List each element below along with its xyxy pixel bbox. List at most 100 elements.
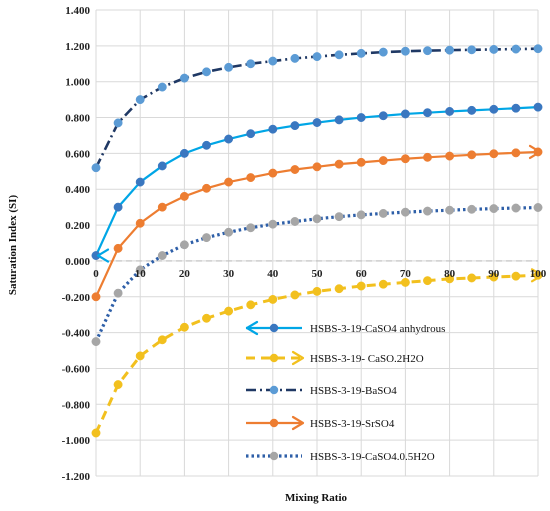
data-point [268,168,278,178]
arrow-icon [528,144,542,160]
data-point [202,313,211,323]
data-point [400,277,410,287]
data-point [511,148,521,158]
data-point [157,335,167,345]
data-point [378,208,388,218]
y-tick-label: -0.200 [62,292,91,304]
data-point [202,140,211,150]
legend-label: HSBS-3-19- CaSO.2H2O [310,353,424,365]
data-point [467,45,477,55]
data-point [135,218,145,228]
legend-label: HSBS-3-19-CaSO4.0.5H2O [310,451,435,463]
data-point [312,118,322,128]
x-tick-label: 100 [530,268,547,280]
data-point [423,206,432,216]
data-point [423,152,432,162]
data-point [334,284,344,294]
y-axis-title: Saturation Index (SI) [7,195,19,296]
x-tick-label: 10 [135,268,147,280]
y-tick-label: 1.000 [65,77,90,89]
data-point [135,351,145,361]
legend-marker [269,323,279,333]
data-point [224,177,234,187]
tick-labels: -1.200 -1.000 -0.800 -0.600 -0.400 -0.200 0.00… [62,5,547,483]
y-tick-label: 0.400 [65,184,90,196]
data-point [179,240,189,250]
data-point [356,113,366,122]
x-tick-label: 90 [488,268,500,280]
data-point [91,337,101,347]
data-point [268,124,278,134]
data-point [113,202,123,212]
data-point [91,428,101,438]
data-point [334,159,344,169]
data-point [224,62,234,72]
y-tick-label: 0.200 [65,220,90,232]
data-point [334,212,344,222]
data-point [400,207,410,217]
data-point [91,163,101,173]
data-point [489,272,499,282]
legend-item: HSBS-3-19-BaSO4 [246,385,397,397]
data-point [290,165,300,174]
data-point [312,286,322,296]
x-tick-label: 40 [267,268,279,280]
arrow-icon [291,415,305,431]
y-tick-label: -1.000 [62,435,91,447]
data-point [533,203,543,212]
data-point [202,183,211,193]
data-point [179,191,189,201]
data-point [533,102,543,112]
data-point [268,295,278,304]
data-point [445,45,455,55]
data-point [334,115,344,125]
data-point [91,251,101,260]
legend-marker [269,418,279,428]
data-point [511,203,521,213]
data-point [246,300,256,310]
x-tick-label: 0 [93,268,99,280]
data-point [489,204,499,214]
series-group [91,203,543,347]
data-point [113,380,123,390]
data-point [400,154,410,164]
data-point [445,205,455,215]
data-point [312,162,322,172]
data-point [467,105,477,115]
data-point [135,265,145,275]
legend-item: HSBS-3-19-SrSO4 [246,415,395,431]
y-tick-label: -0.600 [62,363,91,375]
data-point [356,48,366,58]
series-lines [91,44,544,438]
data-point [290,290,300,300]
x-tick-label: 50 [312,268,324,280]
data-point [290,217,300,226]
data-point [157,82,167,92]
legend-label: HSBS-3-19-CaSO4 anhydrous [310,323,445,335]
data-point [224,306,234,316]
data-point [356,210,366,220]
y-tick-label: 0.600 [65,148,90,160]
grid [95,9,539,477]
data-point [356,281,366,291]
data-point [378,156,388,166]
legend-item: HSBS-3-19- CaSO.2H2O [246,350,424,366]
data-point [467,204,477,214]
data-point [533,44,543,54]
x-tick-label: 30 [223,268,235,280]
data-point [378,279,388,289]
y-tick-label: 0.000 [65,256,90,268]
data-point [113,118,123,128]
y-tick-label: -1.200 [62,471,91,483]
x-tick-label: 20 [179,268,191,280]
data-point [268,56,278,66]
data-point [445,274,455,284]
series-line [94,273,539,434]
series-group [91,270,543,438]
legend-label: HSBS-3-19-SrSO4 [310,418,395,430]
data-point [467,273,477,283]
data-point [224,134,234,144]
data-point [202,233,211,243]
data-point [290,121,300,131]
data-point [423,276,432,286]
